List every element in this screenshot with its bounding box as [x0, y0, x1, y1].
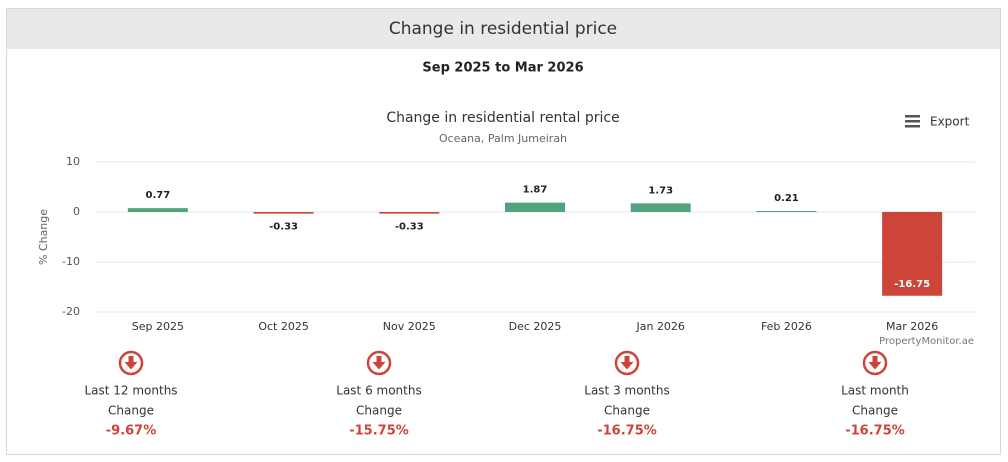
- export-label[interactable]: Export: [930, 115, 970, 129]
- x-tick-label: Nov 2025: [383, 320, 436, 333]
- summary-label: Change: [108, 404, 154, 418]
- data-label: 1.73: [648, 185, 673, 196]
- credits: PropertyMonitor.ae: [879, 336, 974, 347]
- data-label: -0.33: [395, 222, 424, 233]
- bar: [756, 210, 817, 212]
- bar: [379, 212, 440, 214]
- summary-period: Last 3 months: [584, 384, 669, 398]
- summary-label: Change: [852, 404, 898, 418]
- summary-period: Last 12 months: [84, 384, 177, 398]
- header-band: [7, 9, 1000, 49]
- menu-icon: [905, 120, 920, 123]
- summary-period: Last 6 months: [336, 384, 421, 398]
- summary-period: Last month: [841, 384, 909, 398]
- x-tick-label: Sep 2025: [132, 320, 184, 333]
- summary-label: Change: [356, 404, 402, 418]
- y-tick-label: -20: [62, 305, 80, 318]
- bar: [253, 212, 314, 214]
- data-label: 0.21: [774, 193, 799, 204]
- summary-value: -16.75%: [597, 424, 657, 439]
- y-tick-label: 10: [66, 155, 80, 168]
- summary-value: -15.75%: [349, 424, 409, 439]
- chart-title: Change in residential rental price: [386, 110, 619, 126]
- down-arrow: [868, 356, 882, 370]
- down-arrow: [620, 356, 634, 370]
- x-tick-label: Dec 2025: [509, 320, 562, 333]
- data-label: 0.77: [146, 190, 171, 201]
- panel: [6, 8, 1001, 455]
- bar: [505, 202, 565, 212]
- summary-value: -16.75%: [845, 424, 905, 439]
- header-title: Change in residential price: [389, 19, 617, 39]
- data-label: 1.87: [523, 185, 548, 196]
- summary-label: Change: [604, 404, 650, 418]
- summary-value: -9.67%: [106, 424, 157, 439]
- header-subtitle: Sep 2025 to Mar 2026: [422, 61, 583, 76]
- bar: [882, 212, 943, 296]
- export-button[interactable]: Export: [900, 110, 975, 132]
- data-label: -16.75: [894, 279, 930, 290]
- y-tick-label: -10: [62, 255, 80, 268]
- y-axis-label: % Change: [37, 209, 50, 265]
- x-tick-label: Mar 2026: [886, 320, 938, 333]
- x-tick-label: Jan 2026: [635, 320, 684, 333]
- down-arrow: [372, 356, 386, 370]
- x-tick-label: Feb 2026: [761, 320, 812, 333]
- bar: [127, 208, 188, 212]
- data-label: -0.33: [269, 222, 298, 233]
- bar: [630, 203, 691, 212]
- down-arrow: [124, 356, 138, 370]
- menu-icon: [905, 115, 920, 118]
- chart-subtitle: Oceana, Palm Jumeirah: [439, 132, 567, 145]
- menu-icon: [905, 125, 920, 128]
- x-tick-label: Oct 2025: [258, 320, 309, 333]
- y-tick-label: 0: [73, 205, 80, 218]
